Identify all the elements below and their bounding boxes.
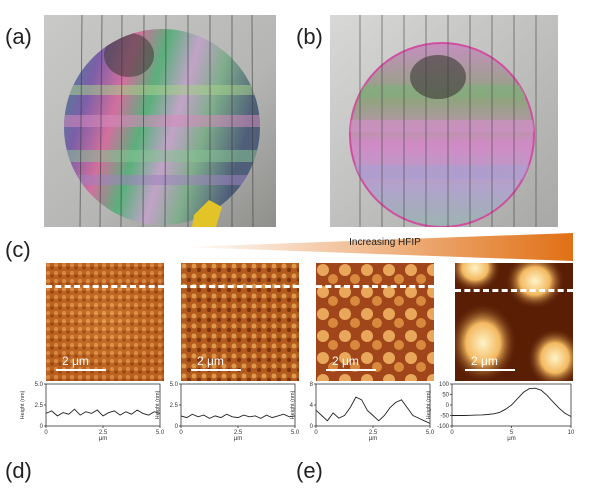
plot-frame [180, 383, 296, 427]
x-axis-label: μm [507, 436, 515, 442]
panel-label-e: (e) [296, 458, 323, 483]
wafer-photo-a [44, 15, 276, 227]
x-tick-label: 10 [568, 430, 575, 436]
scale-bar-label: 2 μm [471, 354, 498, 368]
y-tick-label: 2.5 [35, 403, 44, 409]
panel-label-b: (b) [296, 24, 323, 49]
afm-image-3: 2 μm [316, 263, 434, 381]
y-tick-label: 0 [446, 403, 450, 409]
x-tick-label: 5 [510, 430, 514, 436]
height-profile-line [315, 396, 431, 424]
panel-label-a: (a) [5, 24, 32, 49]
y-tick-label: 5.0 [35, 382, 44, 388]
y-axis-label: Height (nm) [155, 390, 161, 419]
scale-bar-label: 2 μm [332, 354, 359, 368]
afm-image-4: 2 μm [455, 263, 573, 381]
y-tick-label: -100 [437, 424, 450, 430]
x-tick-label: 5.0 [156, 430, 164, 436]
x-tick-label: 0 [44, 430, 48, 436]
x-tick-label: 2.5 [99, 430, 108, 436]
x-axis-label: μm [99, 436, 107, 442]
y-tick-label: 0 [175, 424, 179, 430]
y-tick-label: 100 [439, 382, 450, 388]
y-tick-label: 2.5 [170, 403, 179, 409]
panel-label-c: (c) [5, 237, 31, 262]
height-profile-4: -100 -50 0 50 100 0 5 10 μm Height (nm) [426, 382, 575, 442]
y-axis-label: Height (nm) [290, 390, 296, 419]
height-profile-line [45, 408, 161, 417]
x-tick-label: 5.0 [291, 430, 299, 436]
y-tick-label: 0 [310, 424, 314, 430]
scale-bar-label: 2 μm [197, 354, 224, 368]
y-tick-label: 50 [442, 393, 449, 399]
panel-label-d: (d) [5, 458, 32, 483]
height-profile-line [452, 387, 572, 417]
x-tick-label: 2.5 [234, 430, 243, 436]
y-axis-label: Height (nm) [426, 390, 432, 419]
x-tick-label: 0 [314, 430, 318, 436]
wafer-photo-b [330, 15, 558, 227]
hfip-gradient [183, 233, 573, 261]
height-profile-3: 0 4 8 0 2.5 5.0 μm Height (nm) [290, 382, 434, 442]
height-profile-2: 0 2.5 5.0 0 2.5 5.0 μm Height (nm) [155, 382, 299, 442]
x-tick-label: 0 [179, 430, 183, 436]
afm-image-2: 2 μm [181, 263, 299, 381]
plot-frame [45, 383, 161, 427]
x-tick-label: 5.0 [426, 430, 434, 436]
height-profile-line [180, 413, 296, 419]
y-tick-label: 4 [310, 403, 314, 409]
y-tick-label: 5.0 [170, 382, 179, 388]
plot-frame [315, 383, 431, 427]
y-tick-label: 0 [40, 424, 44, 430]
x-axis-label: μm [234, 436, 242, 442]
x-tick-label: 0 [450, 430, 454, 436]
scale-bar-label: 2 μm [62, 354, 89, 368]
y-tick-label: -50 [440, 414, 449, 420]
x-axis-label: μm [369, 436, 377, 442]
y-tick-label: 8 [310, 382, 314, 388]
y-axis-label: Height (nm) [20, 390, 26, 419]
afm-image-1: 2 μm [46, 263, 164, 381]
height-profile-1: 0 2.5 5.0 0 2.5 5.0 μm Height (nm) [20, 382, 164, 442]
gradient-label: Increasing HFIP [349, 237, 421, 248]
x-tick-label: 2.5 [369, 430, 378, 436]
